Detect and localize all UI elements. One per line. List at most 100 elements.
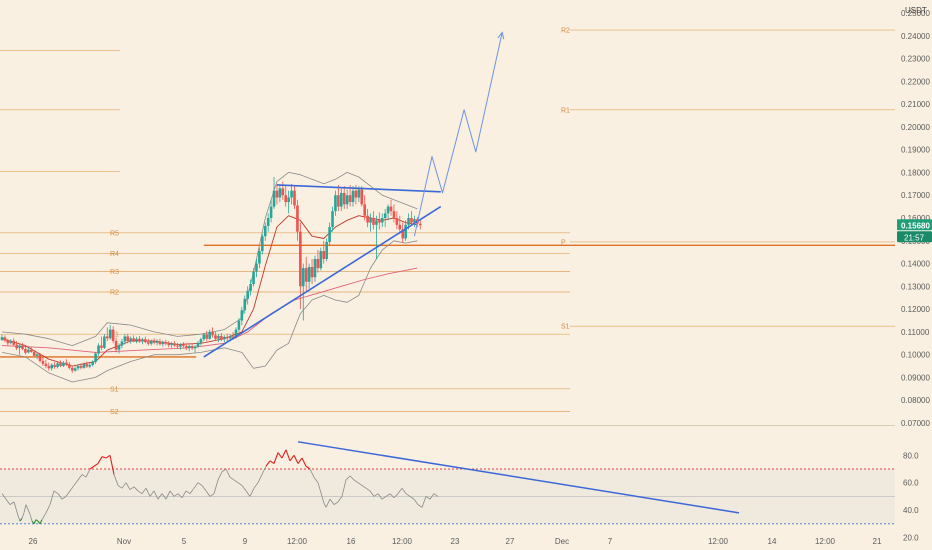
rsi-segment (373, 493, 379, 497)
rsi-segment (225, 468, 231, 478)
candle-body (76, 366, 80, 369)
rsi-segment (129, 486, 135, 490)
candle-body (50, 364, 54, 369)
rsi-segment (65, 490, 71, 497)
candle-body (44, 363, 48, 367)
candle-body (29, 349, 33, 352)
candle-body (380, 218, 384, 223)
candle-body (129, 338, 132, 341)
candle-body (328, 227, 331, 242)
candle-body (290, 190, 293, 198)
price-axis-tick: 0.25000 (901, 9, 930, 18)
rsi-segment (329, 498, 335, 505)
rsi-segment (389, 493, 395, 499)
candle-body (82, 364, 86, 368)
candle-body (161, 342, 165, 345)
rsi-segment (381, 496, 387, 500)
rsi-segment (409, 496, 415, 500)
candle-body (94, 353, 97, 362)
time-axis-tick: 12:00 (815, 537, 836, 546)
candle-body (255, 263, 258, 272)
candle-body (179, 344, 182, 347)
rsi-segment (321, 496, 325, 504)
rsi-segment (61, 496, 67, 500)
candle-body (342, 192, 346, 205)
candles-group (0, 177, 422, 373)
candle-body (366, 215, 369, 223)
left-level-label-r5: R5 (110, 230, 119, 237)
rsi-segment (297, 457, 303, 464)
candle-body (56, 363, 59, 367)
rsi-trendline (297, 441, 740, 514)
rsi-segment (105, 454, 111, 459)
candle-body (325, 241, 328, 259)
rsi-segment (429, 493, 435, 500)
candle-body (184, 346, 188, 348)
candle-body (363, 204, 366, 216)
rsi-segment (157, 493, 163, 500)
rsi-segment (185, 490, 191, 494)
candle-body (126, 336, 130, 341)
candle-body (152, 341, 156, 343)
rsi-segment (85, 468, 91, 478)
rsi-segment (405, 493, 411, 497)
time-axis-tick: Dec (555, 537, 569, 546)
candle-body (144, 339, 147, 343)
candle-body (386, 206, 390, 214)
price-axis-tick: 0.10000 (901, 351, 930, 360)
rsi-segment (49, 490, 55, 505)
candle-body (313, 259, 317, 278)
rsi-segment (241, 485, 247, 492)
rsi-segment (361, 485, 367, 489)
price-axis-tick: 0.17000 (901, 191, 930, 200)
rsi-axis-tick: 40.0 (903, 506, 919, 515)
candle-body (316, 259, 320, 269)
candle-body (340, 192, 343, 207)
rsi-segment (193, 482, 199, 489)
rsi-segment (233, 479, 239, 484)
candle-body (398, 224, 402, 230)
rsi-segment (121, 482, 127, 489)
candle-body (322, 251, 326, 259)
rsi-segment (35, 519, 39, 522)
price-axis-tick: 0.13000 (901, 282, 930, 291)
rsi-segment (25, 504, 31, 515)
rsi-segment (397, 487, 403, 494)
rsi-segment (221, 468, 227, 473)
candle-body (135, 338, 138, 341)
rsi-segment (125, 482, 131, 490)
candle-body (79, 366, 83, 368)
candle-body (18, 345, 21, 348)
rsi-segment (117, 485, 123, 489)
candle-body (214, 335, 217, 339)
rsi-segment (385, 493, 391, 497)
candle-body (62, 362, 65, 367)
candle-body (187, 346, 191, 348)
candle-body (418, 223, 422, 226)
rsi-segment (261, 466, 267, 475)
rsi-segment (401, 487, 407, 494)
candle-body (345, 195, 349, 205)
price-axis-tick: 0.12000 (901, 305, 930, 314)
candle-body (155, 341, 159, 343)
candle-body (395, 218, 399, 225)
rsi-segment (265, 460, 271, 467)
candle-body (21, 345, 24, 349)
time-axis-tick: 7 (608, 537, 613, 546)
price-axis-tick: 0.23000 (901, 55, 930, 64)
candle-body (304, 268, 308, 282)
candle-body (24, 348, 27, 353)
candle-body (348, 195, 352, 203)
candle-body (158, 341, 162, 345)
rsi-segment (23, 504, 27, 513)
rsi-axis-tick: 20.0 (903, 534, 919, 543)
rsi-segment (29, 514, 33, 522)
rsi-segment (45, 504, 51, 514)
rsi-segment (323, 503, 327, 508)
rsi-segment (165, 490, 171, 500)
price-axis-tick: 0.09000 (901, 373, 930, 382)
rsi-segment (341, 479, 347, 497)
time-axis-tick: 12:00 (392, 537, 413, 546)
candle-body (261, 236, 264, 252)
